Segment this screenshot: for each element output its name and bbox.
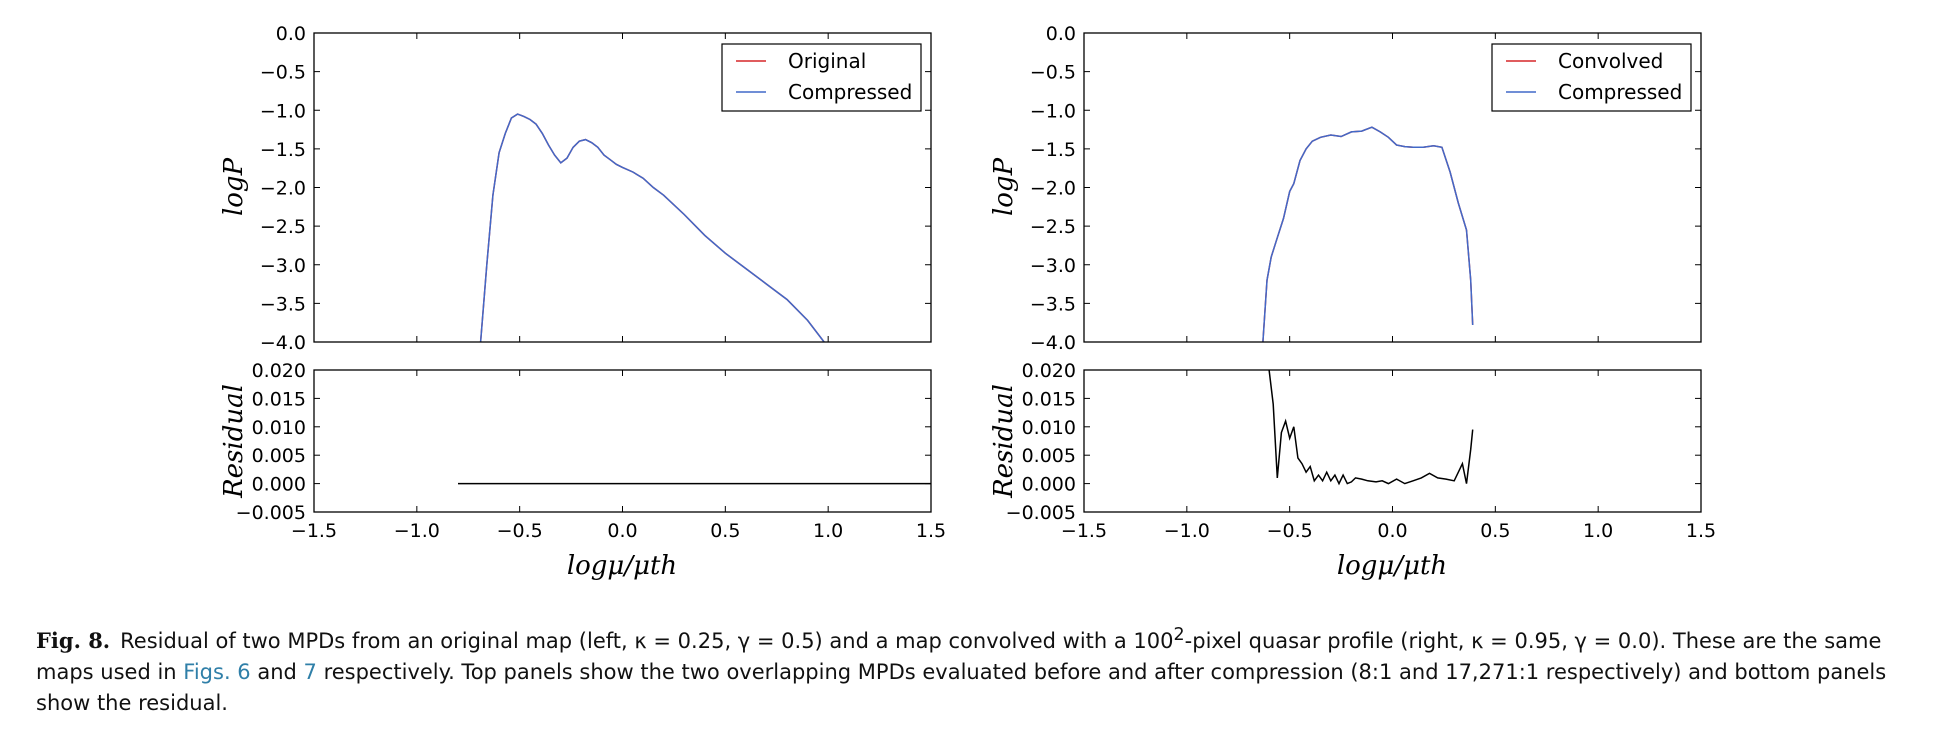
x-tick-label: 1.0	[1583, 520, 1613, 542]
panel-left-top-ylabel: logP	[219, 157, 249, 216]
x-tick-label: 0.5	[1480, 520, 1510, 542]
y-tick-label: −3.0	[260, 255, 306, 277]
panel-right-bottom: −1.5 −1.0 −0.5 0.0 0.5 1.0 1.5 0.020 0.015 0.010 0…	[989, 360, 1716, 581]
x-tick-label: 1.5	[1686, 520, 1716, 542]
y-tick-label: 0.015	[252, 388, 306, 410]
y-tick-label: −3.5	[260, 293, 306, 315]
y-tick-label: −0.5	[1030, 62, 1076, 84]
panel-right-top-ylabel: logP	[989, 157, 1019, 216]
legend-left-box	[721, 43, 922, 112]
legend-right-label-1: Convolved	[1558, 49, 1663, 73]
panel-right-bottom-curves	[1268, 370, 1474, 486]
panel-right-bottom-ticks: −1.5 −1.0 −0.5 0.0 0.5 1.0 1.5 0.020 0.015 0.010 0…	[1006, 360, 1716, 542]
y-tick-label: −2.5	[260, 216, 306, 238]
y-tick-label: 0.005	[252, 445, 306, 467]
legend-left: Original Compressed	[721, 43, 922, 112]
x-tick-label: −0.5	[497, 520, 543, 542]
x-tick-label: −1.5	[1061, 520, 1107, 542]
y-tick-label: −0.005	[1006, 502, 1076, 524]
y-tick-label: −1.5	[1030, 139, 1076, 161]
panel-right-xlabel: logμ/μth	[1337, 551, 1447, 581]
x-tick-label: 1.5	[916, 520, 946, 542]
y-tick-label: −1.0	[260, 100, 306, 122]
series-line-compressed	[1262, 126, 1474, 342]
panel-right-top-ticks: 0.0 −0.5 −1.0 −1.5 −2.0 −2.5 −3.0 −3.5 −4.0	[1030, 23, 1702, 354]
y-tick-label: 0.005	[1022, 445, 1076, 467]
x-tick-label: −1.0	[394, 520, 440, 542]
panel-right-bottom-ylabel: Residual	[989, 384, 1019, 499]
series-line-compressed	[479, 113, 825, 342]
caption-text-4: respectively. Top panels show the two ov…	[36, 660, 1887, 715]
y-tick-label: 0.000	[252, 474, 306, 496]
caption-text-1: Residual of two MPDs from an original ma…	[120, 629, 1174, 653]
panel-left-top-ticks: 0.0 −0.5 −1.0 −1.5 −2.0 −2.5 −3.0 −3.5 −4.0	[260, 23, 932, 354]
panel-right-top-curves	[1262, 126, 1474, 342]
series-line-original	[479, 113, 825, 342]
panel-left-top: 0.0 −0.5 −1.0 −1.5 −2.0 −2.5 −3.0 −3.5 −4.0 Orig…	[219, 23, 932, 354]
y-tick-label: −2.5	[1030, 216, 1076, 238]
y-tick-label: 0.015	[1022, 388, 1076, 410]
panel-right-bottom-frame	[1083, 369, 1702, 513]
y-tick-label: 0.020	[1022, 360, 1076, 382]
y-tick-label: −1.0	[1030, 100, 1076, 122]
x-tick-label: −0.5	[1267, 520, 1313, 542]
x-tick-label: −1.5	[291, 520, 337, 542]
y-tick-label: −2.0	[260, 178, 306, 200]
panel-left-top-curves	[479, 113, 825, 342]
x-tick-label: 0.0	[1377, 520, 1407, 542]
y-tick-label: −3.0	[1030, 255, 1076, 277]
y-tick-label: 0.0	[1046, 23, 1076, 45]
y-tick-label: −4.0	[1030, 332, 1076, 354]
x-tick-label: 0.0	[607, 520, 637, 542]
y-tick-label: 0.020	[252, 360, 306, 382]
y-tick-label: 0.010	[252, 417, 306, 439]
figure-caption: Fig. 8. Residual of two MPDs from an orig…	[36, 620, 1916, 719]
y-tick-label: −0.005	[236, 502, 306, 524]
caption-link-fig-7[interactable]: 7	[303, 660, 317, 684]
caption-text-2: -pixel quasar profile (right, κ = 0.95, …	[36, 629, 1882, 684]
figure: 0.0 −0.5 −1.0 −1.5 −2.0 −2.5 −3.0 −3.5 −4.0 Orig…	[219, 23, 1716, 581]
x-tick-label: 0.5	[710, 520, 740, 542]
y-tick-label: −1.5	[260, 139, 306, 161]
panel-left-bottom-frame	[313, 369, 932, 513]
x-tick-label: 1.0	[813, 520, 843, 542]
y-tick-label: −4.0	[260, 332, 306, 354]
legend-right-label-2: Compressed	[1558, 80, 1682, 104]
legend-left-label-2: Compressed	[788, 80, 912, 104]
legend-left-label-1: Original	[788, 49, 866, 73]
y-tick-label: 0.0	[276, 23, 306, 45]
y-tick-label: −2.0	[1030, 178, 1076, 200]
figure-canvas: 0.0 −0.5 −1.0 −1.5 −2.0 −2.5 −3.0 −3.5 −4.0 Orig…	[219, 23, 1716, 581]
panel-left-xlabel: logμ/μth	[567, 551, 677, 581]
series-line-convolved	[1262, 126, 1474, 342]
panel-left-bottom: −1.5 −1.0 −0.5 0.0 0.5 1.0 1.5 0.020 0.015 0.010 0…	[219, 360, 946, 581]
x-tick-label: −1.0	[1164, 520, 1210, 542]
series-line-residual	[1268, 370, 1474, 486]
panel-right-top: 0.0 −0.5 −1.0 −1.5 −2.0 −2.5 −3.0 −3.5 −4.0 Conv…	[989, 23, 1702, 354]
legend-right: Convolved Compressed	[1491, 43, 1692, 112]
panel-left-bottom-ticks: −1.5 −1.0 −0.5 0.0 0.5 1.0 1.5 0.020 0.015 0.010 0…	[236, 360, 946, 542]
caption-label: Fig. 8.	[36, 628, 111, 653]
y-tick-label: −0.5	[260, 62, 306, 84]
legend-right-box	[1491, 43, 1692, 112]
y-tick-label: 0.010	[1022, 417, 1076, 439]
caption-superscript: 2	[1173, 625, 1185, 645]
y-tick-label: 0.000	[1022, 474, 1076, 496]
panel-left-bottom-ylabel: Residual	[219, 384, 249, 499]
caption-link-figs-6[interactable]: Figs. 6	[183, 660, 251, 684]
caption-text-3: and	[250, 660, 304, 684]
y-tick-label: −3.5	[1030, 293, 1076, 315]
